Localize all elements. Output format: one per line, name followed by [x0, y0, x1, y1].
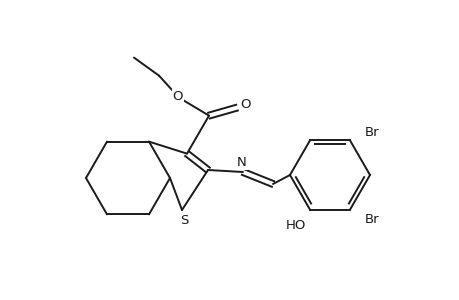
Text: Br: Br [364, 213, 379, 226]
Text: O: O [173, 90, 183, 103]
Text: S: S [179, 214, 188, 227]
Text: HO: HO [285, 219, 306, 232]
Text: N: N [236, 157, 246, 169]
Text: O: O [240, 98, 251, 111]
Text: Br: Br [364, 126, 379, 139]
